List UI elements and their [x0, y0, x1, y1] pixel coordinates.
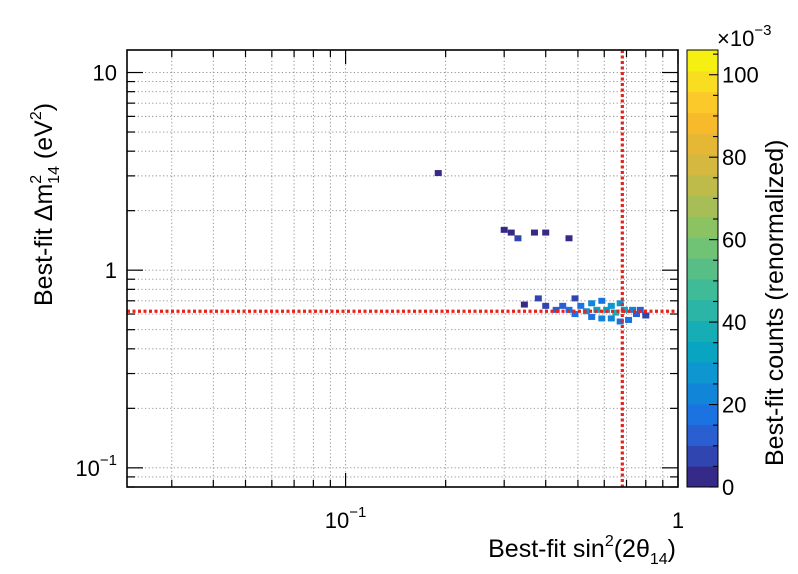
colorbar-tick-label: 100	[722, 63, 759, 88]
x-axis-label: Best-fit sin2(2θ14)	[488, 533, 676, 568]
colorbar-band	[687, 216, 718, 238]
axis-ticks	[127, 50, 679, 488]
heatmap-cell	[530, 229, 538, 236]
y-tick-label-base: 1	[105, 258, 117, 283]
colorbar-band	[687, 382, 718, 405]
colorbar-band	[687, 154, 718, 176]
colorbar-band	[687, 133, 718, 155]
heatmap-cell	[616, 300, 624, 307]
heatmap-cell	[571, 311, 579, 318]
x-axis-label-sub: 14	[650, 551, 668, 568]
y-tick-label-base: 10	[75, 456, 99, 481]
colorbar-tick-label: 60	[722, 228, 746, 253]
x-axis-label-mid: (2θ	[614, 535, 650, 563]
colorbar-band	[687, 445, 718, 467]
y-axis-label-sub: 14	[46, 166, 63, 184]
y-axis-label-prefix: Best-fit Δm	[30, 184, 58, 306]
x-tick-label-exp: −1	[349, 504, 366, 521]
colorbar-band	[687, 195, 718, 217]
heatmap-cell	[542, 229, 550, 236]
heatmap-cell	[632, 311, 640, 318]
colorbar-band	[687, 424, 718, 446]
y-tick-label-base: 10	[93, 61, 117, 86]
heatmap-cell	[588, 300, 596, 307]
heatmap-cell	[616, 318, 624, 325]
heatmap-cell	[607, 302, 615, 309]
y-tick-label: 10−1	[75, 452, 117, 481]
colorbar-band	[687, 112, 718, 134]
colorbar-band	[687, 362, 718, 384]
x-tick-label-base: 10	[325, 508, 349, 533]
colorbar-band	[687, 70, 718, 93]
colorbar-tick-label: 40	[722, 310, 746, 335]
colorbar-band	[687, 403, 718, 426]
x-axis-label-suffix: )	[668, 535, 676, 563]
heatmap-cell	[598, 315, 606, 322]
y-tick-label: 10	[93, 61, 117, 86]
heatmap-cells	[434, 170, 650, 325]
colorbar-band	[687, 258, 718, 280]
plot-frame	[126, 49, 679, 488]
colorbar-band	[687, 278, 718, 301]
y-axis-label-suffix: (eV	[30, 120, 58, 166]
colorbar-tick-label: 20	[722, 393, 746, 418]
colorbar-band	[687, 91, 718, 113]
colorbar-band	[687, 174, 718, 197]
y-axis-label-sup2: 2	[28, 111, 45, 120]
reference-lines	[127, 50, 678, 487]
colorbar-band	[687, 299, 718, 322]
colorbar-frame	[686, 49, 719, 488]
colorbar-tick-label: 0	[722, 475, 734, 500]
heatmap-cell	[642, 312, 650, 319]
heatmap-cell	[625, 316, 633, 323]
heatmap-cell	[514, 235, 522, 242]
heatmap-cell	[559, 302, 567, 309]
heatmap-cell	[571, 295, 579, 302]
colorbar-band	[687, 341, 718, 363]
colorbar-band	[687, 237, 718, 259]
x-tick-label-base: 1	[672, 508, 684, 533]
heatmap-cell	[500, 226, 508, 233]
heatmap-cell	[612, 309, 620, 316]
y-tick-label-exp: −1	[100, 452, 117, 469]
x-axis-label-sup: 2	[605, 533, 614, 550]
colorbar-ticks: 0 20 40 60 80 100	[709, 53, 759, 500]
heatmap-cell	[577, 302, 585, 309]
heatmap-cell	[629, 306, 637, 313]
colorbar-band	[687, 320, 718, 342]
heatmap-cell	[565, 235, 573, 242]
x-axis-label-prefix: Best-fit sin	[488, 535, 605, 563]
colorbar-multiplier-exp: −3	[754, 22, 771, 39]
y-axis-label-end: )	[30, 103, 58, 111]
heatmap-cell	[607, 315, 615, 322]
heatmap-cell	[520, 301, 528, 308]
heatmap-cell	[542, 302, 550, 309]
x-tick-label: 10−1	[325, 504, 367, 533]
grid-lines	[127, 50, 679, 488]
y-axis-label-sup: 2	[28, 175, 45, 184]
colorbar-tick-label: 80	[722, 145, 746, 170]
heatmap-cell	[588, 313, 596, 320]
colorbar-multiplier: ×10−3	[717, 22, 771, 51]
y-tick-label: 1	[105, 258, 117, 283]
x-tick-label: 1	[672, 508, 684, 533]
colorbar-band	[687, 466, 718, 488]
colorbar	[687, 50, 718, 488]
colorbar-multiplier-base: ×10	[717, 26, 754, 51]
colorbar-label: Best-fit counts (renormalized)	[761, 139, 789, 466]
heatmap-cell	[507, 229, 515, 236]
heatmap-cell	[598, 297, 606, 304]
heatmap-cell	[534, 295, 542, 302]
y-axis-label: Best-fit Δm214 (eV2)	[28, 103, 63, 306]
colorbar-band	[687, 50, 718, 72]
heatmap-cell	[434, 170, 442, 177]
